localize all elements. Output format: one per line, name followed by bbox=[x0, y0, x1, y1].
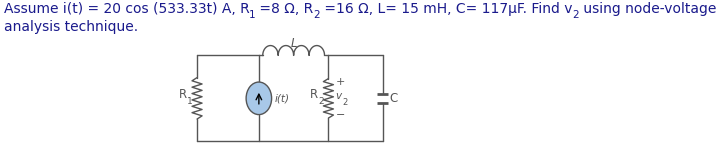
Circle shape bbox=[246, 82, 271, 115]
Text: =16 Ω, L= 15 mH, C= 117μF. Find v: =16 Ω, L= 15 mH, C= 117μF. Find v bbox=[320, 3, 573, 17]
Text: C: C bbox=[390, 92, 397, 105]
Text: R: R bbox=[309, 88, 318, 101]
Text: analysis technique.: analysis technique. bbox=[4, 20, 138, 34]
Text: L: L bbox=[291, 37, 297, 50]
Text: v: v bbox=[335, 91, 342, 101]
Text: 2: 2 bbox=[314, 10, 320, 20]
Text: 2: 2 bbox=[318, 97, 324, 106]
Text: 2: 2 bbox=[342, 98, 347, 107]
Text: i(t): i(t) bbox=[275, 93, 290, 103]
Text: =8 Ω, R: =8 Ω, R bbox=[256, 3, 314, 17]
Text: 1: 1 bbox=[188, 97, 193, 106]
Text: −: − bbox=[336, 110, 346, 120]
Text: 1: 1 bbox=[249, 10, 256, 20]
Text: 2: 2 bbox=[572, 10, 579, 20]
Text: Assume i(t) = 20 cos (533.33t) A, R: Assume i(t) = 20 cos (533.33t) A, R bbox=[4, 3, 250, 17]
Text: R: R bbox=[179, 88, 187, 101]
Text: using node-voltage: using node-voltage bbox=[579, 3, 716, 17]
Text: +: + bbox=[336, 77, 346, 86]
